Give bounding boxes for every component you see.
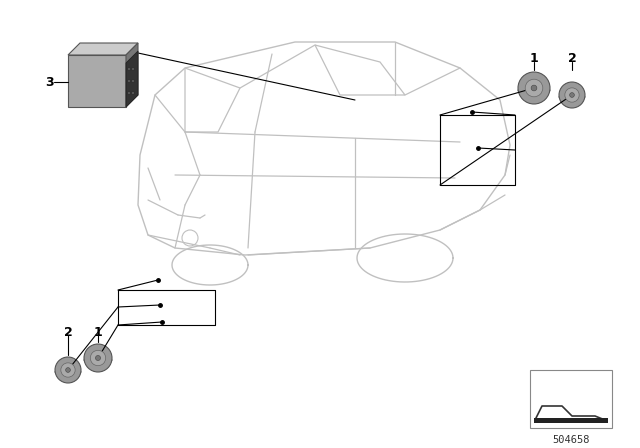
Ellipse shape xyxy=(518,86,550,95)
Circle shape xyxy=(131,79,134,82)
Circle shape xyxy=(131,68,134,70)
Circle shape xyxy=(525,79,543,97)
Polygon shape xyxy=(68,55,126,107)
Ellipse shape xyxy=(55,369,81,375)
Text: 2: 2 xyxy=(568,52,577,65)
Ellipse shape xyxy=(559,94,585,100)
Polygon shape xyxy=(126,43,138,107)
Circle shape xyxy=(61,363,75,377)
Circle shape xyxy=(84,344,112,372)
Circle shape xyxy=(570,93,574,97)
Polygon shape xyxy=(126,51,138,107)
Circle shape xyxy=(127,91,131,95)
Circle shape xyxy=(559,82,585,108)
Text: 1: 1 xyxy=(93,326,102,339)
Circle shape xyxy=(127,68,131,70)
Circle shape xyxy=(518,72,550,104)
Circle shape xyxy=(127,79,131,82)
Text: 2: 2 xyxy=(63,326,72,339)
Ellipse shape xyxy=(84,357,112,364)
Text: 3: 3 xyxy=(45,76,54,89)
Circle shape xyxy=(531,85,537,91)
Polygon shape xyxy=(68,43,138,55)
Text: 504658: 504658 xyxy=(552,435,589,445)
Circle shape xyxy=(55,357,81,383)
Bar xyxy=(530,370,612,428)
Circle shape xyxy=(131,91,134,95)
Bar xyxy=(534,418,608,423)
Text: 1: 1 xyxy=(530,52,538,65)
Circle shape xyxy=(95,355,100,361)
Circle shape xyxy=(565,88,579,102)
Circle shape xyxy=(66,368,70,372)
Circle shape xyxy=(90,350,106,366)
